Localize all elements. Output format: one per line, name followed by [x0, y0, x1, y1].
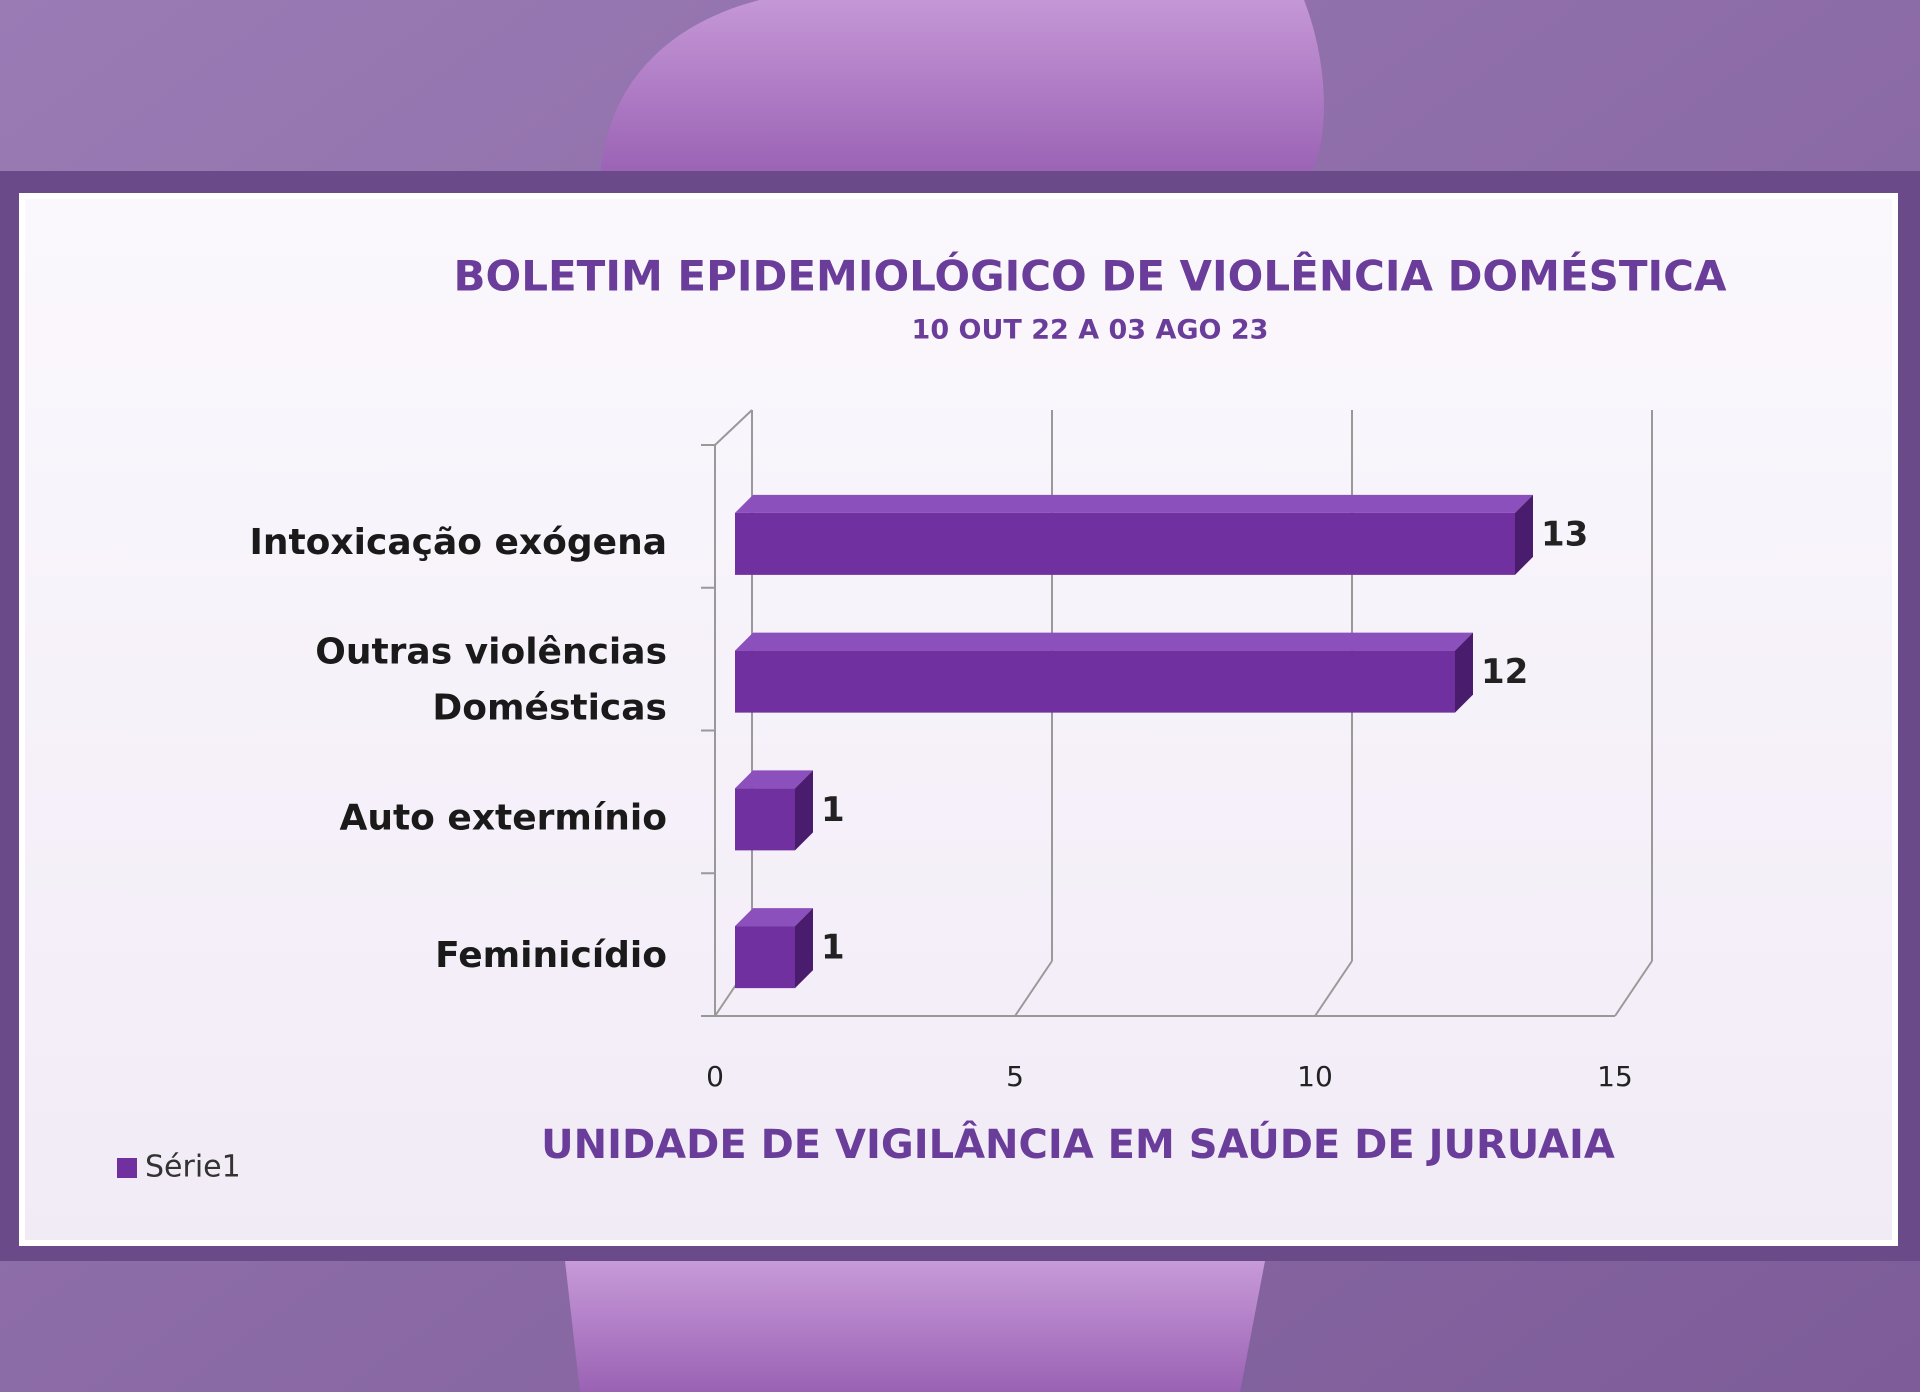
value-label: 13: [1541, 514, 1588, 554]
axis-left-top: [714, 409, 753, 446]
plot: 0 5 10 15 Intoxicação exógena 13 Outras violên…: [117, 409, 1653, 1185]
grid-line-floor: [1014, 960, 1053, 1017]
bar-top: [735, 908, 813, 927]
value-label: 12: [1481, 652, 1528, 692]
grid-line-floor: [1314, 960, 1353, 1017]
chart-subtitle: 10 OUT 22 A 03 AGO 23: [912, 315, 1269, 346]
legend-label: Série1: [145, 1150, 241, 1185]
bar-side: [795, 908, 813, 989]
legend-swatch: [117, 1158, 137, 1178]
bar-side: [795, 770, 813, 851]
grid-line-floor: [1614, 960, 1653, 1017]
chart-title: BOLETIM EPIDEMIOLÓGICO DE VIOLÊNCIA DOMÉ…: [454, 251, 1727, 301]
bar-side: [1455, 632, 1473, 713]
y-tick-label: Feminicídio: [435, 935, 667, 976]
bar: [735, 650, 1455, 713]
bar-side: [1515, 494, 1533, 575]
x-tick-label: 15: [1597, 1060, 1633, 1093]
y-tick-label: Auto extermínio: [339, 797, 667, 838]
y-tick-label: Intoxicação exógena: [249, 522, 667, 563]
y-tick-label: Outras violências Domésticas: [315, 632, 667, 729]
value-label: 1: [821, 928, 845, 968]
bar-top: [735, 770, 813, 789]
x-tick-label: 0: [706, 1060, 724, 1093]
x-tick-label: 5: [1006, 1060, 1024, 1093]
bar: [735, 788, 795, 851]
bar-top: [735, 494, 1533, 513]
x-tick-label: 10: [1297, 1060, 1333, 1093]
bar: [735, 926, 795, 989]
chart-panel: [19, 193, 1898, 1246]
bar-top: [735, 632, 1473, 651]
fist-top: [600, 0, 1324, 175]
wrist: [565, 1261, 1265, 1392]
value-label: 1: [821, 790, 845, 830]
bar: [735, 512, 1515, 575]
chart-caption: UNIDADE DE VIGILÂNCIA EM SAÚDE DE JURUAI…: [541, 1120, 1615, 1168]
